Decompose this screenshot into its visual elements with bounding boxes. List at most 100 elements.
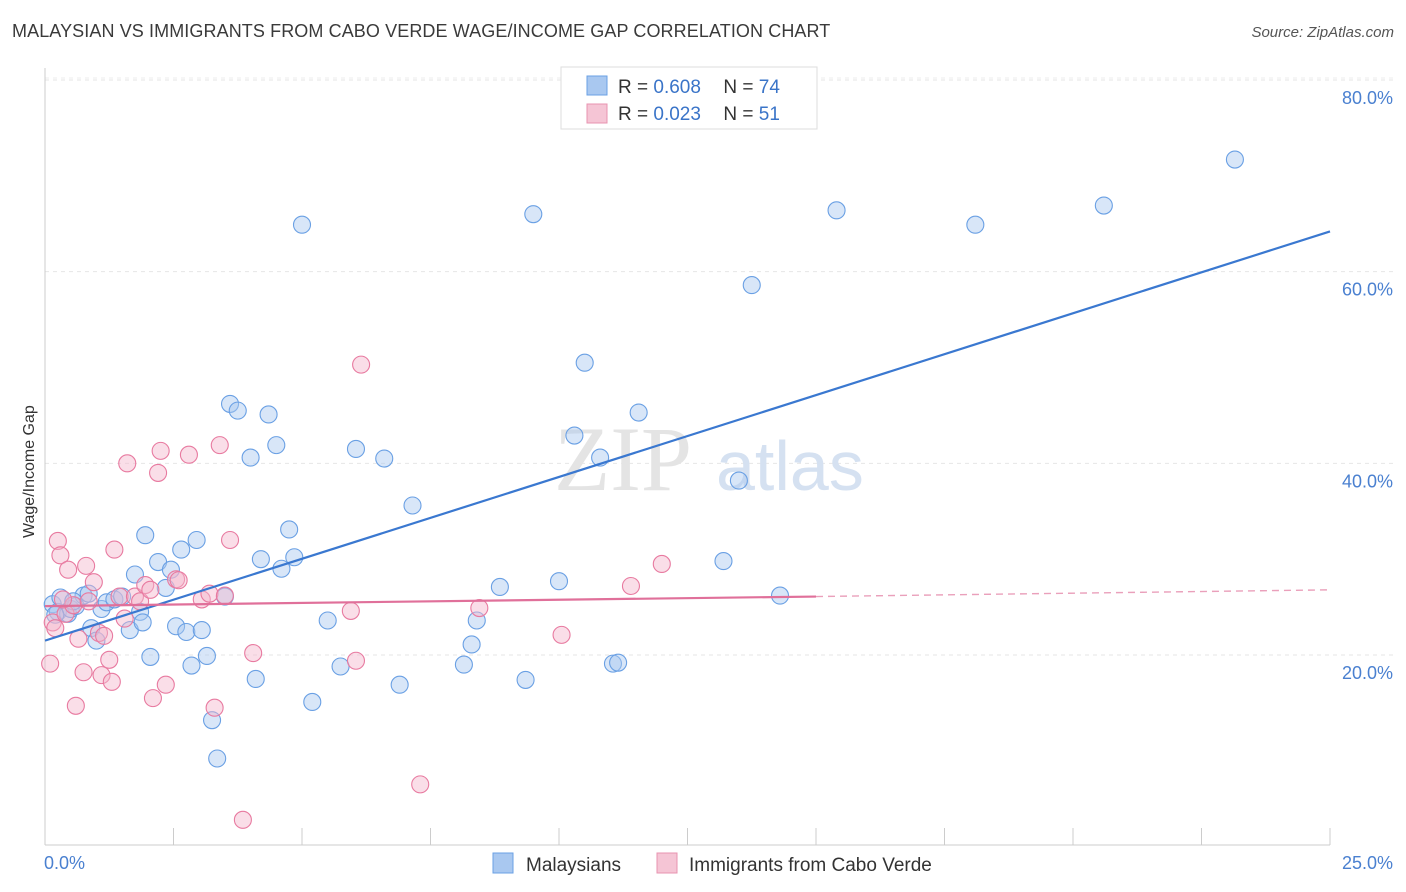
- malaysians-point-23: [172, 540, 191, 559]
- malaysians-point-43: [303, 692, 322, 712]
- bottom-legend-swatch-pink: [656, 852, 678, 874]
- malaysians-point-44: [318, 611, 337, 630]
- cabo-verde-point-35: [210, 436, 229, 455]
- y-tick-labels: 20.0% 40.0% 60.0% 80.0%: [1342, 88, 1393, 683]
- cabo-verde-point-11: [77, 556, 96, 575]
- trend-lines: [44, 230, 1331, 642]
- cabo-verde-point-43: [411, 775, 430, 794]
- cabo-verde-point-26: [143, 689, 162, 708]
- cabo-verde-point-34: [205, 698, 224, 717]
- malaysians-point-47: [375, 449, 394, 468]
- watermark-zip: ZIP: [554, 408, 692, 510]
- series-malaysians: [43, 150, 1244, 768]
- source-label: Source: ZipAtlas.com: [1251, 24, 1394, 41]
- cabo-verde-point-15: [92, 666, 111, 685]
- legend-r-value-1: 0.608: [653, 77, 701, 98]
- cabo-verde-point-17: [100, 650, 119, 669]
- malaysians-point-48: [390, 675, 409, 694]
- cabo-verde-point-29: [156, 675, 175, 694]
- legend-swatch-blue: [586, 75, 608, 96]
- cabo-verde-point-2: [46, 619, 65, 638]
- watermark: ZIP atlas: [554, 408, 864, 510]
- malaysians-point-46: [346, 439, 366, 459]
- malaysians-point-35: [246, 669, 265, 689]
- malaysians-point-34: [241, 448, 260, 467]
- bottom-legend-malaysians: Malaysians: [526, 855, 621, 876]
- cabo-verde-point-21: [118, 454, 137, 473]
- malaysians-point-63: [714, 552, 733, 571]
- y-axis-label: Wage/Income Gap: [21, 405, 38, 538]
- cabo-verde-point-31: [179, 445, 198, 464]
- malaysians-point-50: [454, 655, 473, 674]
- malaysians-point-73: [133, 613, 152, 632]
- legend-r-value-2: 0.023: [653, 104, 701, 125]
- cabo-verde-point-3: [48, 531, 67, 551]
- cabo-verde-point-36: [215, 586, 234, 605]
- trend-line-malaysians: [44, 230, 1331, 642]
- legend-row-1: R = 0.608 N = 74: [618, 77, 780, 98]
- malaysians-point-22: [167, 617, 186, 636]
- cabo-verde-point-37: [220, 530, 240, 550]
- trend-line-cabo-verde: [44, 595, 817, 608]
- cabo-verde-point-12: [79, 592, 98, 611]
- y-tick-label-0: 20.0%: [1342, 663, 1393, 683]
- cabo-verde-point-42: [352, 355, 371, 374]
- malaysians-point-57: [565, 426, 584, 445]
- legend-top: R = 0.608 N = 74 R = 0.023 N = 51: [560, 66, 818, 130]
- malaysians-point-68: [966, 215, 985, 234]
- malaysians-point-64: [729, 471, 748, 490]
- malaysians-point-33: [228, 401, 247, 420]
- malaysians-point-26: [187, 530, 206, 550]
- malaysians-point-51: [462, 635, 481, 654]
- malaysians-point-24: [177, 622, 196, 642]
- malaysians-point-38: [267, 436, 286, 455]
- cabo-verde-point-8: [66, 696, 85, 715]
- legend-n-label-2: N =: [723, 104, 758, 125]
- malaysians-point-70: [1225, 150, 1244, 169]
- malaysians-point-36: [251, 550, 270, 569]
- y-tick-label-2: 60.0%: [1342, 280, 1393, 300]
- cabo-verde-point-13: [84, 573, 103, 592]
- malaysians-point-40: [280, 520, 299, 539]
- malaysians-point-53: [490, 577, 509, 597]
- malaysians-point-18: [141, 647, 160, 666]
- cabo-verde-point-20: [110, 587, 129, 606]
- cabo-verde-point-6: [59, 560, 78, 579]
- cabo-verde-point-4: [51, 546, 70, 565]
- malaysians-point-49: [403, 496, 422, 515]
- bottom-legend-cabo-verde: Immigrants from Cabo Verde: [689, 855, 932, 876]
- cabo-verde-point-28: [151, 441, 170, 460]
- malaysians-point-69: [1094, 196, 1113, 215]
- cabo-verde-point-50: [169, 571, 188, 590]
- axes: [44, 68, 1331, 846]
- malaysians-point-67: [827, 201, 846, 220]
- legend-row-2: R = 0.023 N = 51: [618, 104, 780, 125]
- malaysians-point-54: [516, 670, 535, 689]
- cabo-verde-point-16: [95, 626, 114, 645]
- cabo-verde-point-19: [105, 540, 124, 559]
- chart-title: MALAYSIAN VS IMMIGRANTS FROM CABO VERDE …: [12, 21, 831, 41]
- malaysians-point-55: [524, 205, 543, 224]
- cabo-verde-point-27: [149, 463, 168, 482]
- legend-bottom: Malaysians Immigrants from Cabo Verde: [492, 852, 932, 876]
- cabo-verde-point-46: [621, 576, 641, 596]
- malaysians-point-66: [770, 586, 790, 605]
- malaysians-point-17: [136, 526, 155, 545]
- malaysians-point-60: [603, 654, 623, 673]
- cabo-verde-point-24: [136, 575, 155, 595]
- malaysians-point-42: [292, 215, 312, 234]
- y-tick-label-3: 80.0%: [1342, 88, 1393, 108]
- malaysians-point-27: [192, 621, 211, 640]
- legend-swatch-pink: [586, 103, 608, 124]
- cabo-verde-point-47: [652, 554, 671, 574]
- malaysians-point-37: [259, 405, 278, 424]
- malaysians-point-65: [742, 276, 761, 295]
- legend-r-label-2: R =: [618, 104, 653, 125]
- cabo-verde-point-48: [53, 590, 73, 609]
- cabo-verde-point-44: [470, 598, 489, 618]
- watermark-atlas: atlas: [716, 427, 864, 505]
- legend-n-value-2: 51: [759, 104, 780, 125]
- malaysians-point-28: [197, 646, 216, 666]
- cabo-verde-point-10: [74, 663, 93, 682]
- malaysians-point-30: [208, 749, 227, 768]
